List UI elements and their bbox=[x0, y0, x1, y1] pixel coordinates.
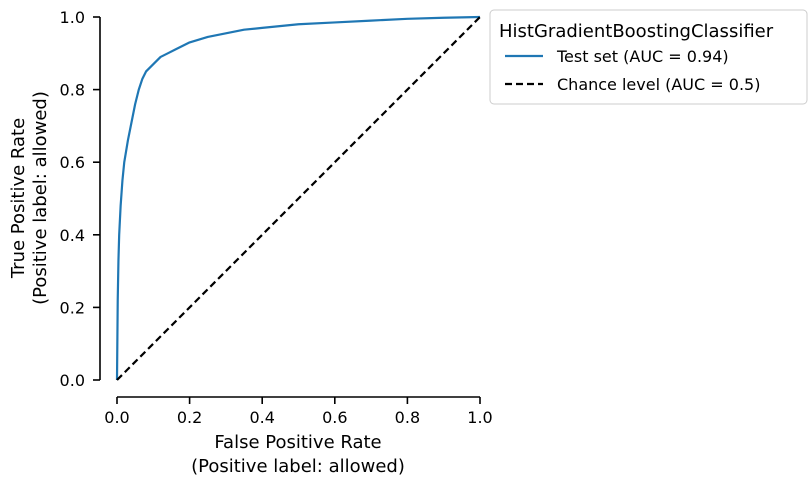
y-tick-label: 0.8 bbox=[60, 81, 85, 100]
y-ticks: 0.0 0.2 0.4 0.6 0.8 1.0 bbox=[60, 8, 100, 390]
x-ticks: 0.0 0.2 0.4 0.6 0.8 1.0 bbox=[104, 397, 493, 427]
x-tick-label: 0.8 bbox=[395, 408, 420, 427]
y-tick-label: 0.6 bbox=[60, 153, 85, 172]
y-tick-label: 0.4 bbox=[60, 226, 85, 245]
legend-frame bbox=[489, 9, 808, 105]
x-tick-label: 0.4 bbox=[249, 408, 274, 427]
legend-title: HistGradientBoostingClassifier bbox=[499, 21, 774, 42]
series-line-test-set bbox=[115, 15, 481, 381]
legend-label-test-set: Test set (AUC = 0.94) bbox=[556, 47, 729, 66]
x-axis-label-line-2: (Positive label: allowed) bbox=[191, 456, 405, 477]
x-tick-label: 0.0 bbox=[104, 408, 129, 427]
x-axis-label-line-1: False Positive Rate bbox=[214, 432, 381, 453]
legend: HistGradientBoostingClassifier Test set … bbox=[489, 9, 808, 105]
y-tick-label: 1.0 bbox=[60, 8, 85, 27]
legend-label-chance-level: Chance level (AUC = 0.5) bbox=[557, 75, 760, 94]
x-tick-label: 1.0 bbox=[467, 408, 492, 427]
y-axis-label-line-2: (Positive label: allowed) bbox=[30, 91, 51, 305]
plot-area: 0.0 0.2 0.4 0.6 0.8 1.0 0.0 0.2 0.4 0.6 0.8 1.0 bbox=[60, 8, 493, 427]
x-tick-label: 0.6 bbox=[322, 408, 347, 427]
y-axis-label-line-1: True Positive Rate bbox=[8, 118, 29, 279]
x-tick-label: 0.2 bbox=[177, 408, 202, 427]
y-tick-label: 0.0 bbox=[60, 371, 85, 390]
series-layer bbox=[115, 15, 481, 381]
series-line-chance-level bbox=[116, 16, 481, 381]
y-tick-label: 0.2 bbox=[60, 298, 85, 317]
